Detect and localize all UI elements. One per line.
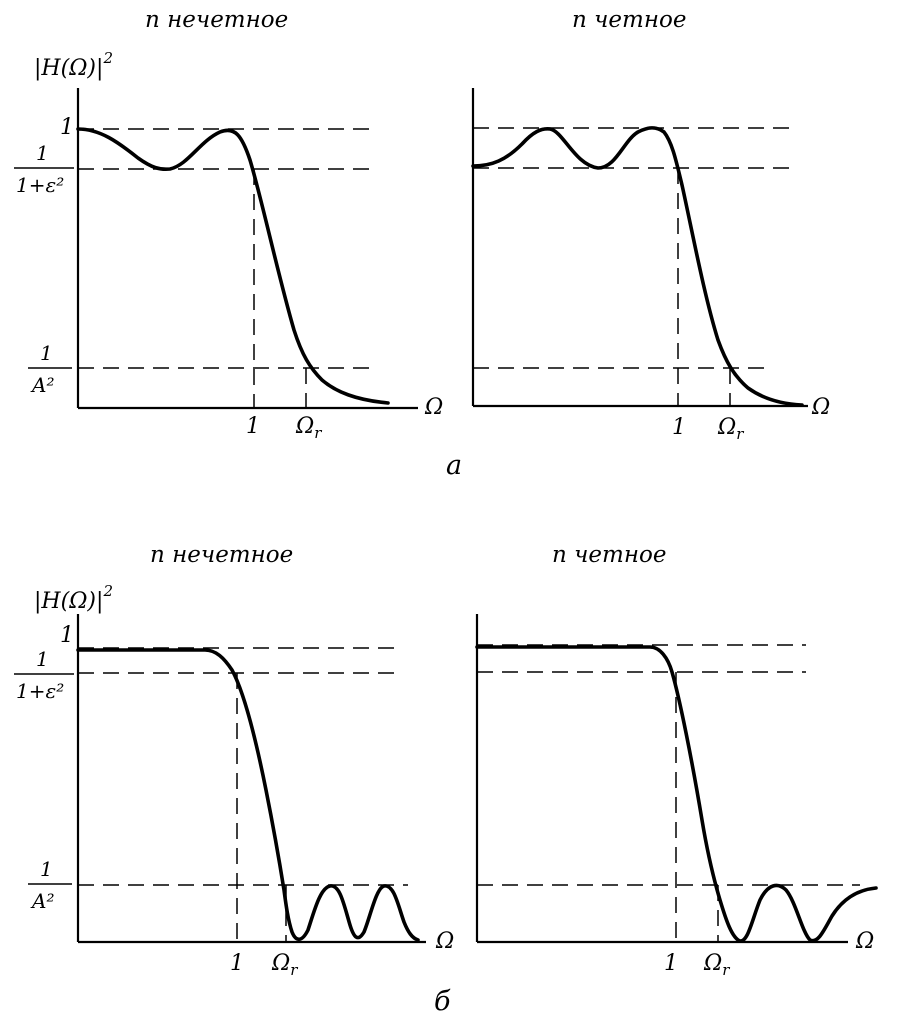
y-tick-ripple-den: 1+ε² [16,173,64,197]
y-tick-one: 1 [60,623,74,648]
panel-top-left: n нечетное |H(Ω)|2 1 1 1+ε² 1 A² 1 Ωr Ω [14,7,443,442]
y-tick-stop-num: 1 [40,857,53,881]
response-curve [475,645,878,943]
response-curve [471,126,804,407]
panel-top-right: n четное 1 Ωr Ω [471,7,830,443]
x-tick-one: 1 [246,414,260,439]
title-even-top: n четное [572,7,686,33]
x-axis-label: Ω [435,929,454,954]
panel-bottom-left: n нечетное |H(Ω)|2 1 1 1+ε² 1 A² 1 Ωr Ω [14,542,454,979]
panel-label-b: б [434,986,451,1017]
y-tick-stop-den: A² [30,889,54,913]
y-tick-ripple-num: 1 [36,647,49,671]
response-curve [76,127,390,405]
y-tick-one: 1 [60,115,74,140]
panel-bottom-right: n четное 1 Ωr Ω [475,542,878,979]
title-odd-top: n нечетное [145,7,288,33]
x-axis-label: Ω [424,395,443,420]
y-tick-ripple-den: 1+ε² [16,679,64,703]
y-axis-label-top: |H(Ω)|2 [34,49,113,81]
x-tick-omega-r: Ωr [703,951,730,979]
x-tick-one: 1 [230,951,244,976]
response-curve [76,648,420,942]
x-tick-omega-r: Ωr [295,414,322,442]
panel-label-a: а [446,450,462,481]
x-tick-omega-r: Ωr [271,951,298,979]
title-odd-bottom: n нечетное [150,542,293,568]
x-axis-label: Ω [811,395,830,420]
x-tick-one: 1 [672,415,686,440]
x-axis-label: Ω [855,929,874,954]
x-tick-omega-r: Ωr [717,415,744,443]
y-tick-ripple-num: 1 [36,141,49,165]
y-tick-stop-num: 1 [40,341,53,365]
x-tick-one: 1 [664,951,678,976]
y-axis-label-bottom: |H(Ω)|2 [34,582,113,614]
y-tick-stop-den: A² [30,373,54,397]
title-even-bottom: n четное [552,542,666,568]
